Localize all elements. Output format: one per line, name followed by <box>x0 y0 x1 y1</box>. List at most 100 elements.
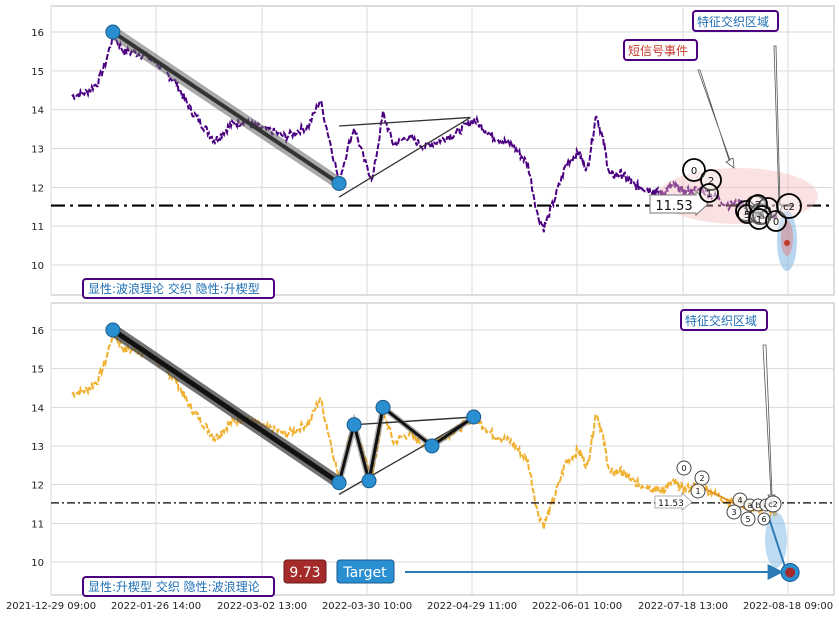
wave-count-circle <box>682 158 706 182</box>
top-caption-box: 显性:波浪理论 交织 隐性:升楔型 <box>82 278 275 299</box>
wedge-lower-line <box>338 116 471 198</box>
y-tick-label: 15 <box>31 365 44 376</box>
wave-count-label: 6 <box>761 515 766 524</box>
wedge-upper-line <box>339 116 471 127</box>
x-tick-label: 2022-06-01 10:00 <box>532 601 622 612</box>
feature-zone-arrow <box>773 45 783 214</box>
wave-count-label: c2 <box>768 500 778 509</box>
wave-count-label: 3 <box>743 207 749 218</box>
wedge-point <box>424 438 440 454</box>
wave-count-circle <box>764 495 782 513</box>
wedge-point <box>466 409 482 425</box>
y-tick-label: 11 <box>31 222 44 233</box>
wedge-point <box>346 417 362 433</box>
x-tick-label: 2022-03-02 13:00 <box>217 601 307 612</box>
x-axis-ticks: 2021-12-29 09:00 2022-01-26 14:00 2022-03-… <box>6 601 833 612</box>
wedge-upper-line <box>354 416 474 426</box>
x-tick-label: 2021-12-29 09:00 <box>6 601 96 612</box>
y-tick-label: 14 <box>31 106 44 117</box>
target-annotation: 9.73 Target <box>283 559 784 584</box>
wave-count-label: 2 <box>699 474 704 483</box>
bottom-grid <box>50 303 834 595</box>
wave-count-circle <box>740 511 756 527</box>
bottom-panel-frame <box>50 302 835 596</box>
wave-count-circle <box>757 512 771 526</box>
top-feature-zone-label: 特征交织区域 <box>697 14 769 29</box>
wedge-point <box>375 399 391 415</box>
wave-count-label: 1 <box>706 189 712 200</box>
wave-count-label: 1 <box>695 487 700 496</box>
wave-count-label: b <box>755 501 760 510</box>
x-tick-label: 2022-07-18 13:00 <box>638 601 728 612</box>
top-panel-frame <box>50 5 835 296</box>
wave-count-circle <box>676 460 692 476</box>
target-value: 9.73 <box>289 565 320 581</box>
bottom-overlay: 11.5302143a5b6cc2 <box>51 322 834 582</box>
y-tick-label: 11 <box>31 519 44 530</box>
top-caption-frame <box>82 278 275 299</box>
short-signal-arrow <box>697 69 735 169</box>
wave-point <box>105 322 121 338</box>
reference-line-label: 11.53 <box>655 199 692 214</box>
bottom-feature-zone-label: 特征交织区域 <box>685 313 757 328</box>
target-drop-line <box>767 514 787 571</box>
wave-count-label: 1 <box>756 215 762 226</box>
y-tick-label: 10 <box>31 558 44 569</box>
wave-count-label: 0 <box>691 166 697 177</box>
wave-count-label: 3 <box>731 508 736 517</box>
wave-count-label: a <box>759 211 765 222</box>
y-tick-label: 13 <box>31 442 44 453</box>
y-tick-label: 13 <box>31 145 44 156</box>
y-tick-label: 10 <box>31 261 44 272</box>
wave-count-label: 2 <box>708 176 714 187</box>
x-tick-label: 2022-04-29 11:00 <box>427 601 517 612</box>
top-feature-zone-frame <box>692 10 779 32</box>
x-tick-label: 2022-03-30 10:00 <box>322 601 412 612</box>
bottom-caption-box: 显性:升楔型 交织 隐性:波浪理论 <box>82 576 275 597</box>
target-value-box <box>283 559 327 584</box>
wave-count-circle <box>748 194 768 214</box>
target-zone-inner <box>781 220 793 256</box>
bottom-feature-zone-box: 特征交织区域 <box>680 309 768 331</box>
wave-count-label: a <box>748 501 753 510</box>
top-series <box>71 31 778 233</box>
top-caption: 显性:波浪理论 交织 隐性:升楔型 <box>88 281 260 296</box>
x-tick-label: 2022-08-18 09:00 <box>743 601 833 612</box>
bottom-caption: 显性:升楔型 交织 隐性:波浪理论 <box>88 579 260 594</box>
wave-count-label: 4 <box>737 496 742 505</box>
bottom-y-ticks: 10 11 12 13 14 15 16 <box>31 326 44 569</box>
wedge-point <box>331 475 347 491</box>
price-callout <box>649 189 709 217</box>
short-signal-label: 短信号事件 <box>628 44 688 58</box>
y-tick-label: 16 <box>31 326 44 337</box>
wave-leg <box>111 30 341 186</box>
y-tick-label: 12 <box>31 183 44 194</box>
wave-point <box>105 24 121 40</box>
x-tick-label: 2022-01-26 14:00 <box>111 601 201 612</box>
wave-count-label: c <box>757 210 763 221</box>
target-marker-inner <box>785 567 796 578</box>
wave-count-circle <box>748 208 770 230</box>
wave-count-label: 2 <box>755 200 761 211</box>
top-y-ticks: 10 11 12 13 14 15 16 <box>31 28 44 272</box>
wave-count-circle <box>776 193 802 219</box>
y-tick-label: 16 <box>31 28 44 39</box>
y-tick-label: 12 <box>31 481 44 492</box>
y-tick-label: 14 <box>31 403 44 414</box>
bottom-caption-frame <box>82 576 275 597</box>
wave-count-circle <box>726 504 742 520</box>
wave-count-label: 0 <box>773 217 779 228</box>
wave-count-label: c2 <box>783 202 795 213</box>
wedge-point <box>361 473 377 489</box>
wave-count-circle <box>699 183 719 203</box>
reference-line-label: 11.53 <box>658 499 684 509</box>
top-short-signal-box: 短信号事件 <box>623 39 698 61</box>
short-signal-frame <box>623 39 698 61</box>
wave-count-label: 5 <box>744 210 750 221</box>
wave-point <box>331 175 347 191</box>
